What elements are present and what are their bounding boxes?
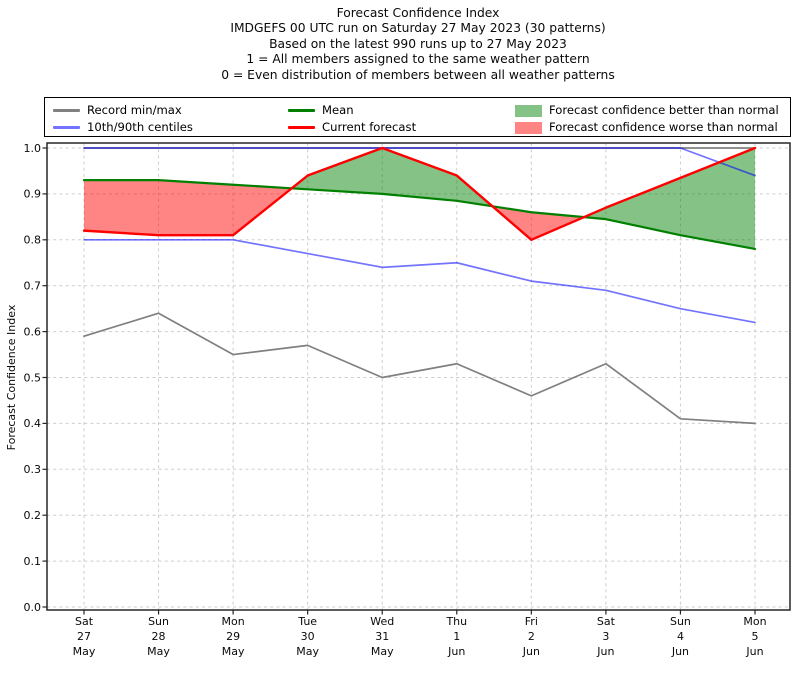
legend-label: Current forecast (322, 120, 417, 134)
legend-patch-swatch (515, 122, 542, 134)
legend-line-swatch (288, 109, 315, 112)
legend-line-swatch (53, 126, 80, 129)
x-tick-label: Sun 4 Jun (670, 615, 691, 658)
legend-label: Record min/max (87, 103, 182, 117)
x-tick-label: Fri 2 Jun (522, 615, 540, 658)
x-tick-label: Tue 30 May (296, 615, 319, 658)
series-90th-centile (83, 147, 756, 177)
y-tick-label: 0.4 (24, 417, 42, 430)
fill-worse-than-normal (492, 206, 584, 240)
fill-better-than-normal (291, 148, 493, 207)
fill-better-than-normal (583, 148, 755, 249)
x-tick-label: Mon 5 Jun (743, 615, 766, 658)
plot-border (46, 142, 791, 611)
chart-title-block: Forecast Confidence Index IMDGEFS 00 UTC… (18, 6, 800, 83)
y-tick-label: 0.5 (24, 371, 42, 384)
y-tick-label: 0.1 (24, 555, 42, 568)
legend-label: Forecast confidence worse than normal (549, 120, 778, 134)
confidence-fills (84, 148, 755, 249)
y-tick-label: 0.9 (24, 188, 42, 201)
tick-labels: 0.0 0.1 0.2 0.3 0.4 0.5 0.6 0.7 0.8 0.9 1.0 Sat 27 Ma… (24, 142, 767, 658)
chart-note-zero: 0 = Even distribution of members between… (221, 67, 615, 82)
x-tick-label: Thu 1 Jun (445, 615, 467, 658)
y-tick-label: 0.7 (24, 280, 42, 293)
x-tick-label: Sat 27 May (73, 615, 96, 658)
x-tick-label: Sun 28 May (147, 615, 170, 658)
series-current-forecast (82, 146, 757, 242)
chart-subtitle-run: IMDGEFS 00 UTC run on Saturday 27 May 20… (230, 21, 606, 36)
x-tick-label: Sat 3 Jun (596, 615, 615, 658)
series-10th-centile (83, 238, 756, 324)
x-tick-label: Wed 31 May (370, 615, 394, 658)
fill-worse-than-normal (84, 180, 292, 236)
legend-label: 10th/90th centiles (87, 120, 193, 134)
legend-line-swatch (53, 109, 80, 112)
y-tick-label: 0.0 (24, 601, 42, 614)
legend-patch-swatch (515, 105, 542, 117)
chart-subtitle-basis: Based on the latest 990 runs up to 27 Ma… (269, 36, 567, 51)
y-axis-label: Forecast Confidence Index (5, 304, 18, 450)
y-tick-label: 0.8 (24, 234, 42, 247)
y-tick-label: 0.3 (24, 463, 42, 476)
y-tick-label: 0.2 (24, 509, 42, 522)
x-tick-label: Mon 29 May (222, 615, 245, 658)
y-tick-label: 0.6 (24, 325, 42, 338)
series-mean (82, 179, 757, 251)
series-record-min (83, 312, 756, 425)
y-tick-label: 1.0 (24, 142, 42, 155)
legend-line-swatch (288, 126, 315, 129)
axis-ticks (42, 147, 756, 615)
chart-note-one: 1 = All members assigned to the same wea… (246, 52, 590, 67)
legend-label: Mean (322, 103, 354, 117)
legend: Record min/max 10th/90th centiles Mean Curr… (44, 97, 791, 137)
legend-label: Forecast confidence better than normal (549, 103, 779, 117)
chart-title: Forecast Confidence Index (336, 6, 500, 20)
